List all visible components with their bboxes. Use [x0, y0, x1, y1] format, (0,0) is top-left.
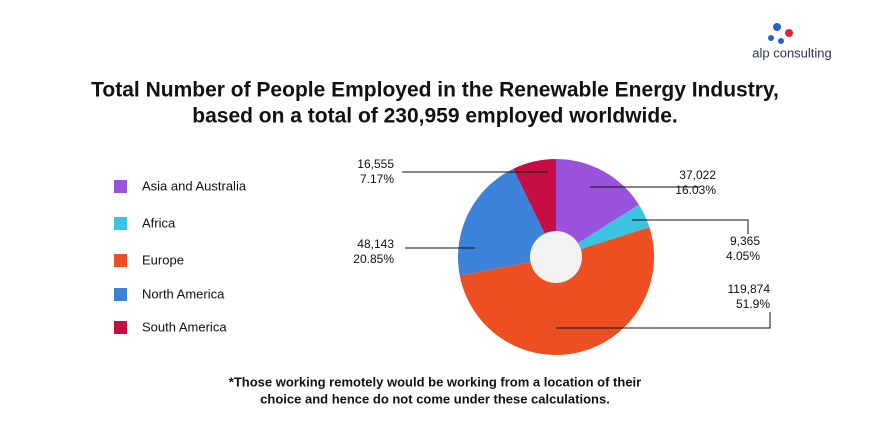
data-label: 9,365: [730, 234, 760, 248]
chart-subtitle: based on a total of 230,959 employed wor…: [192, 105, 677, 128]
data-label: 37,022: [679, 168, 716, 182]
legend-swatch: [114, 254, 127, 267]
leader-line: [632, 219, 749, 234]
percent-label: 7.17%: [360, 172, 394, 186]
chart-title: Total Number of People Employed in the R…: [91, 79, 779, 102]
legend-label: Africa: [142, 215, 176, 230]
data-label: 48,143: [357, 237, 394, 251]
donut-slice: [513, 159, 556, 257]
percent-label: 16.03%: [675, 183, 716, 197]
legend-swatch: [114, 321, 127, 334]
legend-label: North America: [142, 286, 225, 301]
data-label: 16,555: [357, 157, 394, 171]
legend-label: South America: [142, 319, 227, 334]
legend-swatch: [114, 217, 127, 230]
footnote: choice and hence do not come under these…: [260, 391, 610, 406]
leader-line: [556, 312, 771, 329]
footnote: *Those working remotely would be working…: [229, 374, 641, 389]
logo: alp consulting: [752, 23, 832, 60]
legend-swatch: [114, 288, 127, 301]
percent-label: 51.9%: [736, 297, 770, 311]
percent-label: 20.85%: [353, 252, 394, 266]
percent-label: 4.05%: [726, 249, 760, 263]
donut-slice: [459, 227, 654, 356]
data-label: 119,874: [728, 282, 771, 296]
legend-swatch: [114, 180, 127, 193]
donut-hole: [530, 231, 582, 283]
donut-slice: [556, 204, 650, 257]
legend-label: Asia and Australia: [142, 178, 247, 193]
donut-slice: [556, 158, 639, 257]
legend-label: Europe: [142, 252, 184, 267]
logo-text: alp consulting: [752, 45, 832, 60]
